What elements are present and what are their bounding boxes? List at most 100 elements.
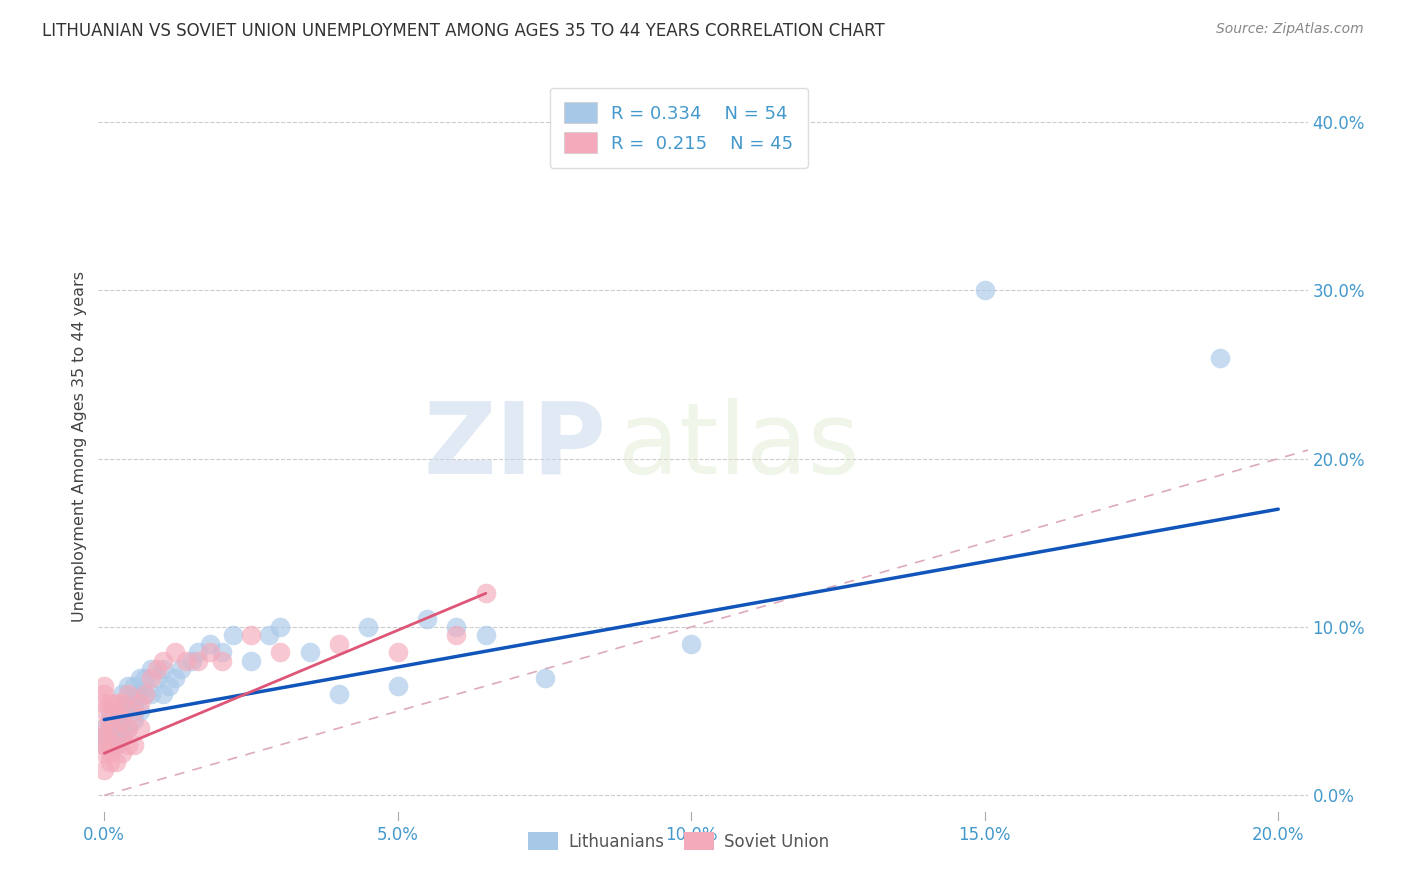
Point [117,696,139,710]
Point [128,704,150,718]
Point [98,738,121,752]
Point [105,738,128,752]
Point [163,645,186,659]
Point [111,730,134,744]
Point [533,671,555,685]
Point [181,654,204,668]
Point [111,713,134,727]
Point [117,738,139,752]
Point [176,654,198,668]
Point [187,645,209,659]
Point [105,696,128,710]
Point [105,730,128,744]
Point [134,671,156,685]
Point [446,628,468,642]
Point [93,679,115,693]
Point [269,645,291,659]
Point [169,662,191,676]
Text: Source: ZipAtlas.com: Source: ZipAtlas.com [1216,22,1364,37]
Point [93,738,115,752]
Point [257,628,280,642]
Point [141,671,163,685]
Point [387,679,409,693]
Point [152,687,174,701]
Point [269,620,291,634]
Point [475,628,498,642]
Point [211,645,233,659]
Point [98,713,121,727]
Point [198,645,221,659]
Point [122,679,145,693]
Point [93,738,115,752]
Point [446,620,468,634]
Point [98,713,121,727]
Point [357,620,380,634]
Point [134,687,156,701]
Point [93,730,115,744]
Point [93,730,115,744]
Point [111,721,134,735]
Point [141,662,163,676]
Y-axis label: Unemployment Among Ages 35 to 44 years: Unemployment Among Ages 35 to 44 years [72,270,87,622]
Point [98,721,121,735]
Point [475,586,498,600]
Text: ZIP: ZIP [423,398,606,494]
Point [211,654,233,668]
Point [134,687,156,701]
Point [111,746,134,760]
Point [122,696,145,710]
Point [152,654,174,668]
Point [111,704,134,718]
Point [152,662,174,676]
Point [117,721,139,735]
Point [416,611,439,625]
Point [1208,351,1230,365]
Point [111,687,134,701]
Point [111,696,134,710]
Point [298,645,321,659]
Point [98,721,121,735]
Point [146,662,169,676]
Point [122,704,145,718]
Point [198,637,221,651]
Point [93,746,115,760]
Point [105,721,128,735]
Point [240,628,263,642]
Point [117,687,139,701]
Text: atlas: atlas [619,398,860,494]
Point [222,628,245,642]
Point [105,755,128,769]
Point [128,721,150,735]
Text: LITHUANIAN VS SOVIET UNION UNEMPLOYMENT AMONG AGES 35 TO 44 YEARS CORRELATION CH: LITHUANIAN VS SOVIET UNION UNEMPLOYMENT … [42,22,884,40]
Point [105,738,128,752]
Point [328,637,350,651]
Point [387,645,409,659]
Point [681,637,703,651]
Point [98,738,121,752]
Point [146,671,169,685]
Point [187,654,209,668]
Point [111,730,134,744]
Point [117,721,139,735]
Point [973,283,995,297]
Point [98,746,121,760]
Point [122,713,145,727]
Point [105,713,128,727]
Point [93,721,115,735]
Legend: Lithuanians, Soviet Union: Lithuanians, Soviet Union [522,826,837,857]
Point [93,721,115,735]
Point [98,755,121,769]
Point [122,738,145,752]
Point [157,679,180,693]
Point [141,687,163,701]
Point [163,671,186,685]
Point [128,671,150,685]
Point [128,696,150,710]
Point [93,763,115,777]
Point [328,687,350,701]
Point [105,704,128,718]
Point [128,687,150,701]
Point [98,730,121,744]
Point [93,687,115,701]
Point [93,696,115,710]
